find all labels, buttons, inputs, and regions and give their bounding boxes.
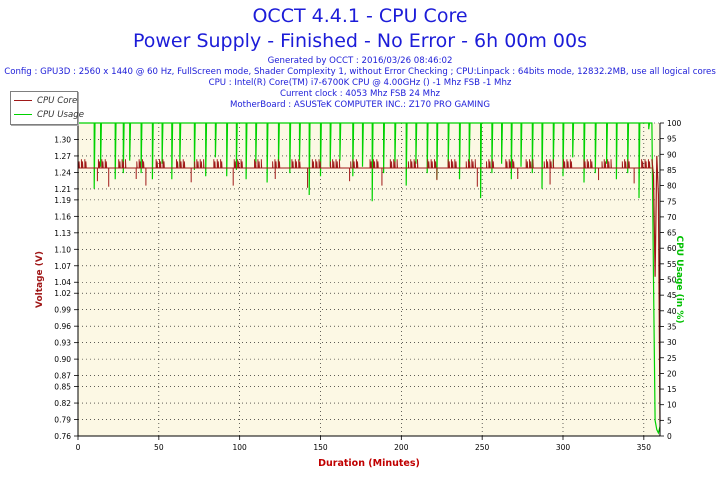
y2-tick-label: 5 <box>667 416 672 425</box>
series-line-cpu-usage <box>78 122 661 435</box>
y2-tick-label: 20 <box>667 369 677 378</box>
y2-tick-label: 95 <box>667 135 677 144</box>
series-line-cpu-core-end <box>651 155 661 422</box>
x-tick-label: 200 <box>394 443 409 452</box>
y2-tick-label: 85 <box>667 166 677 175</box>
y2-tick-label: 0 <box>667 432 672 441</box>
y-tick-label: 1.10 <box>54 245 71 254</box>
y-tick-label: 0.82 <box>54 399 71 408</box>
y2-tick-label: 50 <box>667 276 677 285</box>
y-tick-label: 0.76 <box>54 432 71 441</box>
cpu-info: CPU : Intel(R) Core(TM) i7-6700K CPU @ 4… <box>208 78 512 88</box>
y2-tick-label: 10 <box>667 401 677 410</box>
y2-axis-label: CPU Usage (in %) <box>674 236 684 324</box>
plot-area <box>78 123 660 436</box>
y-tick-label: 0.99 <box>54 306 71 315</box>
clock-info: Current clock : 4053 Mhz FSB 24 Mhz <box>279 89 441 99</box>
motherboard-info: MotherBoard : ASUSTeK COMPUTER INC.: Z17… <box>229 100 491 110</box>
y-tick-label: 0.79 <box>54 416 71 425</box>
legend-item-cpu-usage: CPU Usage <box>14 109 84 121</box>
legend: CPU Core CPU Usage <box>10 91 84 125</box>
y2-tick-label: 80 <box>667 182 677 191</box>
chart-subtitle: Power Supply - Finished - No Error - 6h … <box>132 30 588 52</box>
y2-tick-label: 45 <box>667 291 677 300</box>
x-tick-label: 300 <box>556 443 571 452</box>
x-tick-label: 350 <box>637 443 652 452</box>
y2-tick-label: 100 <box>667 119 682 128</box>
y-tick-label: 0.93 <box>54 339 71 348</box>
y-tick-label: 1.16 <box>54 212 71 221</box>
y2-tick-label: 30 <box>667 338 677 347</box>
series-line-cpu-core <box>77 159 652 169</box>
y-tick-label: 1.07 <box>54 262 71 271</box>
y-tick-label: 1.13 <box>54 229 71 238</box>
x-tick-label: 150 <box>313 443 328 452</box>
y-tick-label: 1.04 <box>54 278 71 287</box>
y2-tick-label: 65 <box>667 229 677 238</box>
config-info: Config : GPU3D : 2560 x 1440 @ 60 Hz, Fu… <box>4 67 716 77</box>
y2-tick-label: 75 <box>667 197 677 206</box>
y2-tick-label: 25 <box>667 354 677 363</box>
legend-item-cpu-core: CPU Core <box>14 95 77 107</box>
y-tick-label: 1.02 <box>54 289 71 298</box>
x-tick-label: 100 <box>233 443 248 452</box>
legend-label-cpu-usage: CPU Usage <box>37 110 84 120</box>
x-tick-label: 50 <box>154 443 164 452</box>
legend-swatch-cpu-usage <box>14 114 32 115</box>
y-tick-label: 1.27 <box>54 152 71 161</box>
y2-tick-label: 35 <box>667 322 677 331</box>
y2-tick-label: 15 <box>667 385 677 394</box>
y2-tick-label: 40 <box>667 307 677 316</box>
chart-title: OCCT 4.4.1 - CPU Core <box>252 5 468 27</box>
y2-tick-label: 90 <box>667 150 677 159</box>
x-axis-label: Duration (Minutes) <box>318 458 420 469</box>
y-tick-label: 0.96 <box>54 322 71 331</box>
legend-swatch-cpu-core <box>14 100 32 101</box>
generated-info: Generated by OCCT : 2016/03/26 08:46:02 <box>267 56 453 66</box>
series-layer <box>77 122 661 435</box>
y-tick-label: 1.19 <box>54 196 71 205</box>
x-tick-label: 0 <box>76 443 81 452</box>
y2-tick-label: 70 <box>667 213 677 222</box>
y-tick-label: 0.85 <box>54 383 71 392</box>
y-tick-label: 1.24 <box>54 168 71 177</box>
y-axis-label: Voltage (V) <box>35 251 45 308</box>
y-tick-label: 0.90 <box>54 355 71 364</box>
y2-tick-label: 55 <box>667 260 677 269</box>
y2-tick-label: 60 <box>667 244 677 253</box>
y-tick-label: 1.30 <box>54 135 71 144</box>
y-tick-label: 0.87 <box>54 372 71 381</box>
x-tick-label: 250 <box>475 443 490 452</box>
y-tick-label: 1.21 <box>54 185 71 194</box>
legend-label-cpu-core: CPU Core <box>37 96 78 106</box>
